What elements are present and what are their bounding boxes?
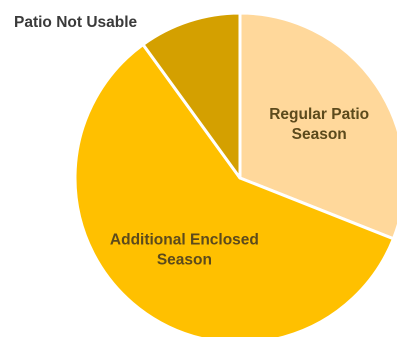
pie-slices — [73, 11, 397, 337]
pie-slice-regular-patio-season — [238, 11, 397, 241]
slice-label-patio-not-usable: Patio Not Usable — [14, 14, 138, 31]
slice-label-additional-enclosed-season: Additional Enclosed Season — [110, 232, 259, 269]
pie-labels: Regular Patio Season Additional Enclosed Se… — [14, 14, 369, 269]
pie-slice-additional-enclosed-season — [73, 43, 395, 337]
pie-slice-patio-not-usable — [141, 11, 242, 180]
slice-label-regular-patio-season: Regular Patio Season — [269, 106, 369, 143]
